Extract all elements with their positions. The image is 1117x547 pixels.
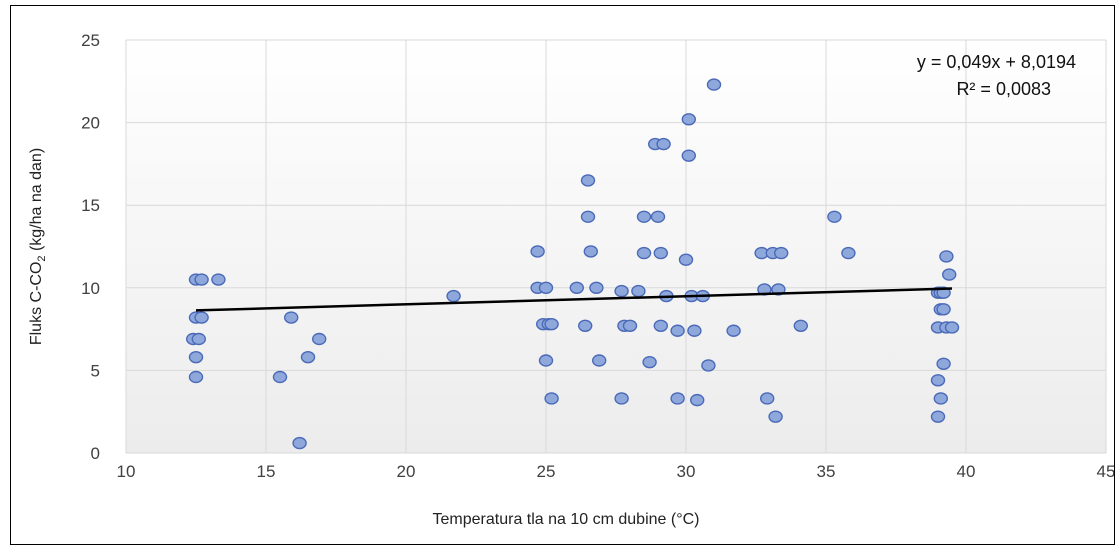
data-point-7 <box>188 350 204 364</box>
data-point-72 <box>933 392 948 405</box>
data-point-75 <box>936 357 951 370</box>
data-point-26 <box>580 210 596 223</box>
data-point-18 <box>538 281 554 294</box>
data-point-28 <box>589 281 604 294</box>
data-point-39 <box>650 210 666 223</box>
data-point-34 <box>631 284 646 298</box>
data-point-41 <box>653 319 668 332</box>
data-point-45 <box>670 392 685 405</box>
horizontal-gridlines <box>126 39 1106 454</box>
vertical-gridlines <box>125 40 1107 453</box>
y-axis-title: Fluks C-CO2 (kg/ha na dan) <box>28 148 48 345</box>
data-point-58 <box>760 392 775 405</box>
data-point-33 <box>622 319 638 332</box>
data-points <box>185 78 960 450</box>
data-point-64 <box>827 210 842 223</box>
y-tick-label-4: 20 <box>81 114 100 133</box>
data-point-15 <box>530 245 545 258</box>
y-axis-title-main: Fluks C-CO <box>28 262 45 346</box>
x-tick-label-5: 35 <box>817 462 836 481</box>
data-point-4 <box>194 311 209 324</box>
trendline-r-squared: R² = 0,0083 <box>956 79 1051 99</box>
data-point-12 <box>300 350 316 364</box>
plot-area <box>126 40 1106 453</box>
data-point-60 <box>768 410 783 423</box>
x-tick-label-6: 40 <box>957 462 976 481</box>
data-point-76 <box>939 250 954 263</box>
data-point-21 <box>538 354 554 367</box>
y-tick-label-0: 0 <box>91 444 100 463</box>
data-point-69 <box>930 410 946 423</box>
y-axis-title-unit: (kg/ha na dan) <box>28 148 45 256</box>
x-axis-title: Temperatura tla na 10 cm dubine (°C) <box>433 511 700 528</box>
trendline <box>195 287 953 312</box>
data-point-27 <box>583 245 598 258</box>
data-point-62 <box>774 246 789 260</box>
x-tick-label-2: 20 <box>397 462 416 481</box>
data-point-9 <box>272 370 288 384</box>
y-axis-title-subscript: 2 <box>36 255 48 261</box>
data-point-40 <box>653 246 668 260</box>
data-point-14 <box>446 289 461 303</box>
data-point-36 <box>636 246 652 260</box>
data-point-24 <box>578 319 593 332</box>
data-point-1 <box>194 273 209 286</box>
x-tick-label-0: 10 <box>117 462 136 481</box>
data-point-22 <box>544 392 559 405</box>
x-axis-tick-labels: 10 15 20 25 30 35 40 45 <box>117 462 1114 481</box>
x-tick-label-4: 30 <box>677 462 696 481</box>
data-point-55 <box>726 324 741 337</box>
data-point-37 <box>642 355 657 369</box>
data-point-23 <box>569 281 584 294</box>
data-point-44 <box>670 324 685 337</box>
data-point-42 <box>656 137 671 151</box>
data-point-46 <box>678 253 694 266</box>
y-axis-tick-labels: 0 5 10 15 20 25 <box>81 31 100 463</box>
data-point-78 <box>942 268 957 281</box>
data-point-74 <box>936 303 951 316</box>
data-point-54 <box>706 78 722 91</box>
data-point-53 <box>701 359 716 372</box>
y-tick-label-2: 10 <box>81 279 100 298</box>
data-point-68 <box>930 374 946 387</box>
data-point-6 <box>191 332 207 346</box>
data-point-31 <box>614 392 629 405</box>
trendline-equation: y = 0,049x + 8,0194 <box>917 52 1076 72</box>
data-point-79 <box>944 321 960 334</box>
data-point-35 <box>636 210 652 223</box>
data-point-20 <box>544 317 559 331</box>
data-point-30 <box>614 284 629 298</box>
data-point-10 <box>284 311 299 324</box>
data-point-61 <box>771 283 786 296</box>
data-point-13 <box>312 332 327 346</box>
chart-frame: 10 15 20 25 30 35 40 45 0 5 10 15 20 25 Temperatura … <box>10 5 1115 545</box>
y-tick-label-5: 25 <box>81 31 100 50</box>
y-tick-label-1: 5 <box>91 361 100 380</box>
scatter-chart: 10 15 20 25 30 35 40 45 0 5 10 15 20 25 Temperatura … <box>28 31 1114 528</box>
data-point-8 <box>188 370 204 384</box>
data-point-25 <box>580 174 596 187</box>
data-point-50 <box>687 324 702 337</box>
x-tick-label-7: 45 <box>1097 462 1114 481</box>
data-point-48 <box>681 113 696 126</box>
x-tick-label-3: 25 <box>537 462 556 481</box>
data-point-65 <box>841 246 856 260</box>
data-point-63 <box>793 319 808 332</box>
data-point-2 <box>211 273 226 286</box>
x-tick-label-1: 15 <box>257 462 276 481</box>
data-point-47 <box>681 149 696 162</box>
y-tick-label-3: 15 <box>81 196 100 215</box>
data-point-29 <box>592 354 607 367</box>
data-point-11 <box>292 436 307 450</box>
data-point-51 <box>690 393 705 407</box>
